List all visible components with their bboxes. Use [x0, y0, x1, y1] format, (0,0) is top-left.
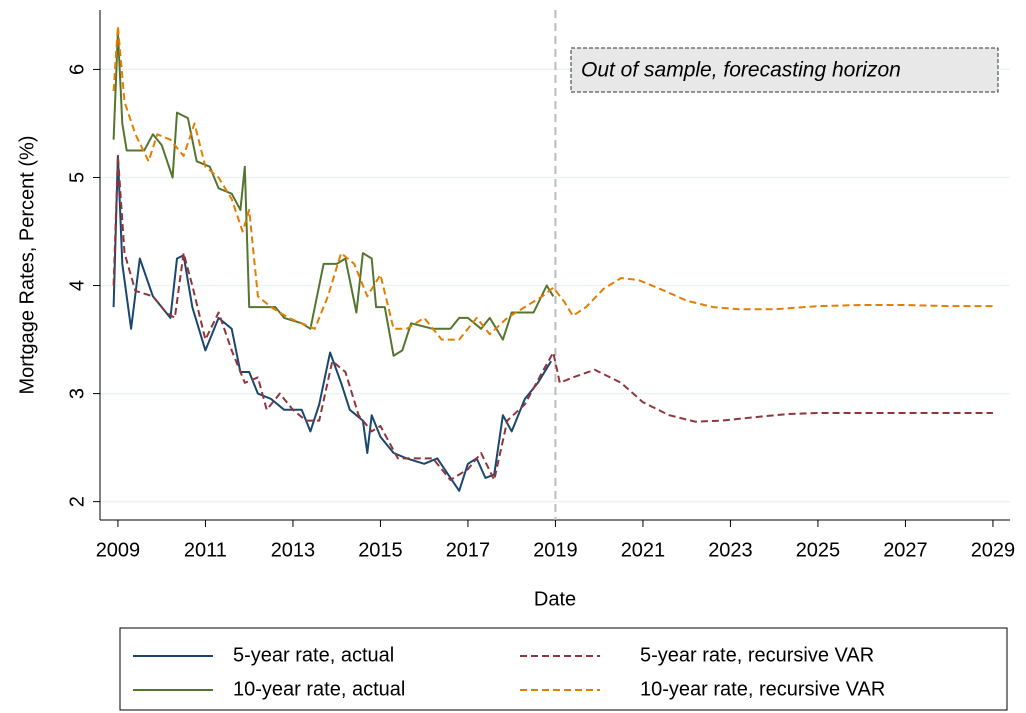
- x-tick-label: 2023: [708, 539, 753, 561]
- y-tick-label: 2: [66, 496, 88, 507]
- series-line: [112, 154, 993, 481]
- x-tick-label: 2029: [971, 539, 1016, 561]
- x-tick-label: 2025: [796, 539, 841, 561]
- legend-label: 10-year rate, recursive VAR: [640, 678, 885, 700]
- y-tick-label: 5: [66, 172, 88, 183]
- legend-label: 5-year rate, actual: [233, 644, 394, 666]
- y-tick-label: 6: [66, 64, 88, 75]
- y-axis-title: Mortgage Rates, Percent (%): [16, 136, 38, 395]
- x-tick-label: 2021: [621, 539, 666, 561]
- x-tick-label: 2013: [271, 539, 316, 561]
- x-tick-label: 2015: [358, 539, 403, 561]
- x-tick-label: 2011: [184, 539, 227, 561]
- annotation: Out of sample, forecasting horizon: [581, 59, 901, 82]
- x-axis-title: Date: [534, 588, 576, 610]
- x-tick-label: 2019: [533, 539, 578, 561]
- y-tick-label: 4: [66, 280, 88, 291]
- series-line: [112, 25, 993, 341]
- annotation-box: [570, 47, 999, 93]
- series-line: [112, 30, 555, 357]
- y-tick-label: 3: [66, 388, 88, 399]
- legend-label: 5-year rate, recursive VAR: [640, 644, 874, 666]
- legend-box: [119, 627, 1008, 711]
- x-tick-label: 2009: [96, 539, 141, 561]
- x-tick-label: 2027: [883, 539, 928, 561]
- legend-label: 10-year rate, actual: [233, 678, 405, 700]
- x-tick-label: 2017: [446, 539, 491, 561]
